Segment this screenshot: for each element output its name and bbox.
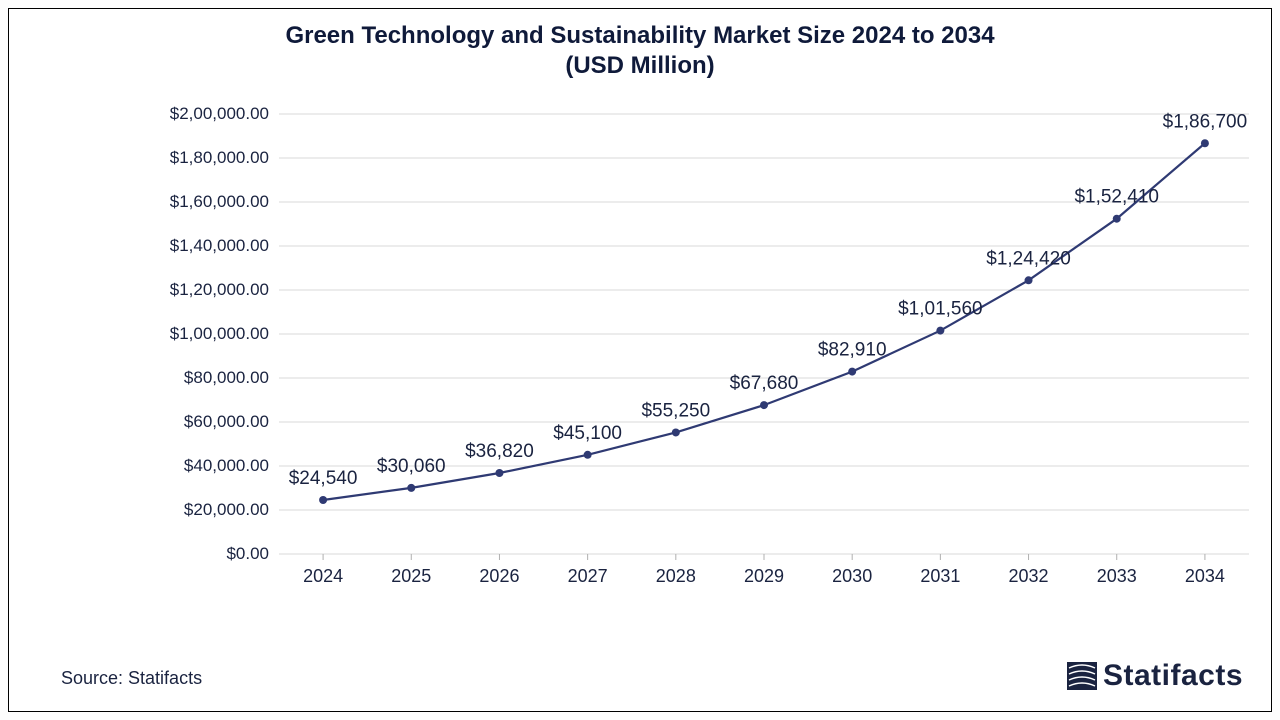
y-tick-label: $2,00,000.00 bbox=[170, 104, 269, 123]
data-point bbox=[584, 451, 592, 459]
data-label: $67,680 bbox=[730, 373, 799, 394]
logo-icon bbox=[1067, 662, 1097, 690]
x-tick-label: 2026 bbox=[479, 566, 519, 586]
y-tick-label: $20,000.00 bbox=[184, 500, 269, 519]
x-tick-label: 2027 bbox=[568, 566, 608, 586]
data-label: $55,250 bbox=[641, 400, 710, 421]
chart-title: Green Technology and Sustainability Mark… bbox=[9, 21, 1271, 81]
x-tick-label: 2024 bbox=[303, 566, 343, 586]
x-tick-label: 2028 bbox=[656, 566, 696, 586]
y-tick-label: $1,00,000.00 bbox=[170, 324, 269, 343]
data-point bbox=[1025, 276, 1033, 284]
y-tick-label: $40,000.00 bbox=[184, 456, 269, 475]
data-point bbox=[319, 496, 327, 504]
data-point bbox=[936, 327, 944, 335]
brand-logo: Statifacts bbox=[1067, 659, 1243, 693]
x-tick-label: 2031 bbox=[920, 566, 960, 586]
data-point bbox=[672, 428, 680, 436]
data-label: $1,24,420 bbox=[986, 248, 1071, 269]
y-tick-label: $1,40,000.00 bbox=[170, 236, 269, 255]
data-label: $1,01,560 bbox=[898, 299, 983, 320]
data-label: $30,060 bbox=[377, 456, 446, 477]
data-point bbox=[407, 484, 415, 492]
y-tick-label: $0.00 bbox=[226, 544, 269, 563]
data-label: $1,86,700 bbox=[1163, 111, 1248, 132]
source-label: Source: Statifacts bbox=[61, 668, 202, 689]
y-tick-label: $1,60,000.00 bbox=[170, 192, 269, 211]
y-tick-label: $80,000.00 bbox=[184, 368, 269, 387]
data-label: $82,910 bbox=[818, 340, 887, 361]
data-point bbox=[848, 368, 856, 376]
x-tick-label: 2034 bbox=[1185, 566, 1225, 586]
x-tick-label: 2029 bbox=[744, 566, 784, 586]
y-tick-label: $1,20,000.00 bbox=[170, 280, 269, 299]
y-tick-label: $1,80,000.00 bbox=[170, 148, 269, 167]
title-line-2: (USD Million) bbox=[9, 51, 1271, 81]
x-tick-label: 2030 bbox=[832, 566, 872, 586]
data-point bbox=[760, 401, 768, 409]
data-label: $1,52,410 bbox=[1074, 187, 1159, 208]
line-chart-svg: $0.00 $20,000.00 $40,000.00 $60,000.00 $80,0… bbox=[79, 104, 1259, 604]
data-point bbox=[1201, 139, 1209, 147]
y-tick-label: $60,000.00 bbox=[184, 412, 269, 431]
chart-plot: $0.00 $20,000.00 $40,000.00 $60,000.00 $80,0… bbox=[79, 104, 1259, 604]
chart-frame: Green Technology and Sustainability Mark… bbox=[8, 8, 1272, 712]
x-tick-label: 2025 bbox=[391, 566, 431, 586]
x-tick-label: 2032 bbox=[1009, 566, 1049, 586]
data-point bbox=[1113, 215, 1121, 223]
data-point bbox=[495, 469, 503, 477]
logo-text: Statifacts bbox=[1103, 659, 1243, 693]
series-line bbox=[323, 143, 1205, 500]
data-label: $45,100 bbox=[553, 423, 622, 444]
x-tick-label: 2033 bbox=[1097, 566, 1137, 586]
title-line-1: Green Technology and Sustainability Mark… bbox=[9, 21, 1271, 51]
data-label: $36,820 bbox=[465, 441, 534, 462]
data-label: $24,540 bbox=[289, 468, 358, 489]
